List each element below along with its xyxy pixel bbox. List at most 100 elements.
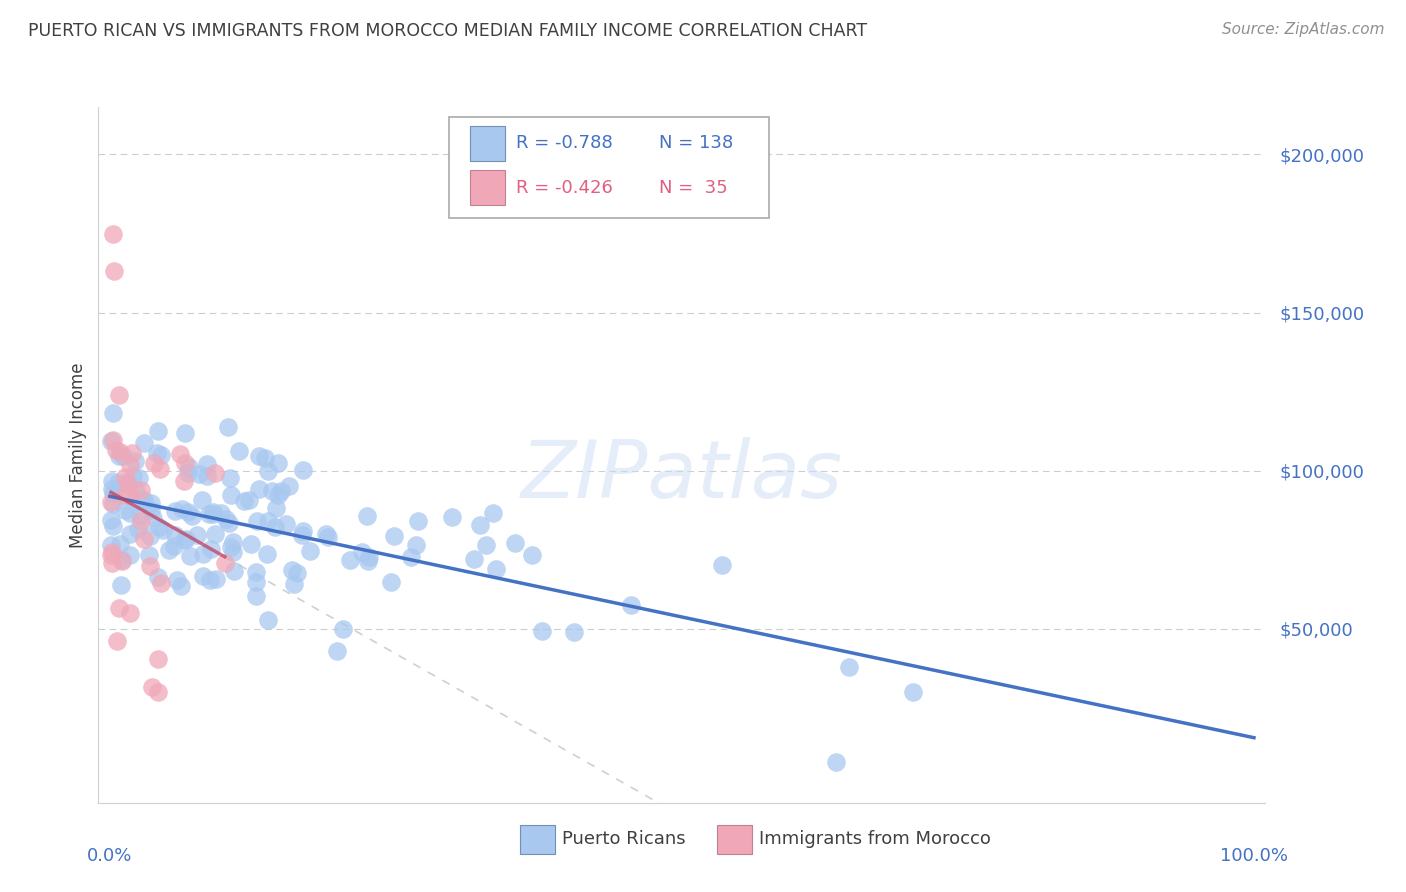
Point	[357, 554, 380, 568]
Point	[247, 449, 270, 463]
Point	[118, 506, 141, 520]
Point	[195, 468, 218, 483]
Point	[129, 483, 152, 497]
Point	[114, 487, 136, 501]
Point	[114, 470, 136, 484]
Point	[356, 509, 378, 524]
Point	[405, 538, 427, 552]
Point	[219, 540, 242, 554]
FancyBboxPatch shape	[470, 126, 505, 161]
Point	[100, 538, 122, 552]
Point	[267, 488, 290, 502]
Point	[825, 755, 848, 769]
Point	[111, 553, 134, 567]
Point	[380, 575, 402, 590]
Point	[191, 547, 214, 561]
Point	[146, 685, 169, 699]
Point	[117, 475, 139, 489]
Point	[214, 556, 236, 570]
Point	[100, 495, 122, 509]
Point	[204, 527, 226, 541]
Text: Puerto Ricans: Puerto Ricans	[562, 830, 686, 848]
Point	[141, 503, 163, 517]
Point	[105, 634, 128, 648]
Point	[132, 493, 155, 508]
Point	[245, 575, 267, 590]
Point	[118, 488, 141, 502]
Point	[104, 442, 127, 457]
Point	[179, 549, 201, 563]
Point	[148, 652, 170, 666]
Point	[264, 500, 287, 515]
Point	[254, 450, 277, 465]
Point	[520, 549, 543, 563]
Point	[101, 544, 124, 558]
Text: R = -0.788: R = -0.788	[516, 135, 613, 153]
Point	[191, 493, 214, 508]
Point	[120, 527, 142, 541]
Point	[174, 457, 197, 471]
Point	[191, 569, 214, 583]
Point	[318, 531, 340, 545]
Point	[256, 547, 278, 561]
Text: 0.0%: 0.0%	[87, 847, 132, 865]
Point	[186, 528, 208, 542]
Y-axis label: Median Family Income: Median Family Income	[69, 362, 87, 548]
Point	[270, 484, 292, 499]
Point	[198, 507, 221, 521]
Point	[108, 449, 131, 463]
Point	[100, 548, 122, 562]
Point	[103, 497, 125, 511]
Point	[260, 484, 283, 499]
Point	[129, 514, 152, 528]
Point	[108, 537, 131, 551]
Point	[103, 264, 125, 278]
Point	[103, 407, 125, 421]
Point	[263, 519, 285, 533]
Point	[142, 511, 165, 525]
Point	[232, 494, 254, 508]
Point	[181, 509, 204, 524]
Point	[177, 467, 200, 481]
Point	[278, 479, 301, 493]
Point	[205, 572, 228, 586]
Point	[170, 579, 193, 593]
Point	[117, 477, 139, 491]
Point	[901, 685, 924, 699]
Point	[101, 518, 124, 533]
Point	[209, 506, 232, 520]
Point	[165, 504, 187, 518]
Point	[112, 449, 135, 463]
Point	[150, 448, 173, 462]
Point	[200, 542, 222, 557]
Point	[145, 446, 167, 460]
Point	[108, 445, 131, 459]
Point	[118, 458, 141, 472]
Point	[222, 545, 245, 559]
Point	[406, 514, 429, 528]
Point	[131, 493, 153, 508]
Point	[159, 543, 181, 558]
Text: 100.0%: 100.0%	[1220, 847, 1288, 865]
Point	[201, 507, 224, 521]
Point	[201, 505, 224, 519]
Point	[281, 563, 304, 577]
Point	[239, 537, 262, 551]
Point	[173, 474, 195, 488]
Point	[146, 424, 169, 438]
Point	[125, 483, 148, 498]
Point	[122, 468, 145, 483]
Point	[172, 502, 194, 516]
Point	[291, 463, 314, 477]
Point	[564, 625, 586, 640]
Point	[163, 539, 186, 553]
Point	[256, 464, 278, 478]
Point	[530, 624, 553, 638]
Point	[339, 552, 361, 566]
Point	[114, 502, 136, 516]
Point	[246, 514, 269, 528]
Point	[475, 538, 498, 552]
Point	[129, 508, 152, 522]
Point	[228, 444, 250, 458]
Point	[256, 614, 278, 628]
